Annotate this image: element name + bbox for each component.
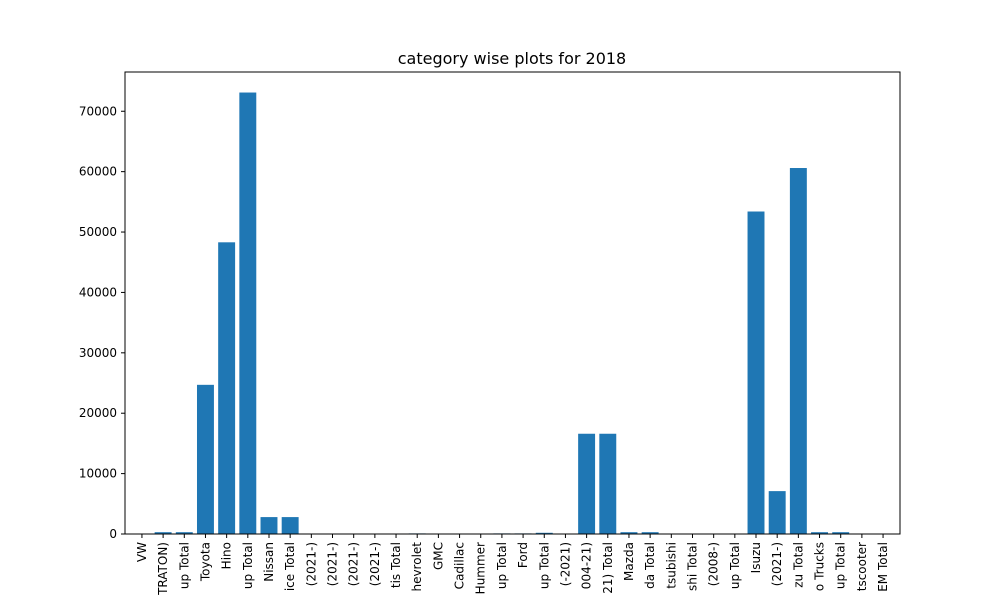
bar-32	[811, 532, 829, 534]
x-tick-label-1: TRATON)	[156, 542, 170, 596]
x-tick-label-35: EM Total	[876, 542, 890, 592]
y-tick-label-6: 60000	[79, 165, 117, 179]
x-tick-label-7: ice Total	[283, 542, 297, 591]
x-tick-label-8: (2021-)	[304, 542, 318, 586]
bar-21	[578, 433, 596, 534]
bar-22	[599, 433, 617, 534]
x-tick-label-12: tis Total	[389, 542, 403, 588]
bar-4	[218, 242, 236, 534]
x-tick-label-6: Nissan	[262, 542, 276, 582]
x-tick-label-9: (2021-)	[326, 542, 340, 586]
x-tick-label-18: Ford	[516, 542, 530, 568]
x-tick-label-24: da Total	[643, 542, 657, 589]
x-tick-label-19: up Total	[537, 542, 551, 589]
chart-title: category wise plots for 2018	[398, 49, 626, 68]
x-tick-label-34: tscooter	[855, 542, 869, 591]
x-tick-label-29: Isuzu	[749, 542, 763, 573]
bar-30	[768, 491, 786, 534]
x-tick-label-21: 004-21)	[580, 542, 594, 589]
x-tick-label-0: VW	[135, 542, 149, 562]
bar-6	[260, 517, 278, 534]
bar-7	[281, 517, 299, 534]
x-tick-label-4: Hino	[220, 542, 234, 569]
bars-layer	[154, 92, 850, 534]
bar-29	[747, 211, 765, 534]
x-tick-label-22: 21) Total	[601, 542, 615, 594]
bar-33	[832, 532, 850, 534]
y-tick-label-5: 50000	[79, 225, 117, 239]
x-tick-label-3: Toyota	[198, 542, 212, 582]
x-tick-label-23: Mazda	[622, 542, 636, 581]
x-tick-label-16: Hummer	[474, 542, 488, 594]
y-tick-label-3: 30000	[79, 346, 117, 360]
y-tick-label-4: 40000	[79, 285, 117, 299]
y-tick-label-7: 70000	[79, 104, 117, 118]
bar-2	[175, 532, 193, 534]
y-tick-label-2: 20000	[79, 406, 117, 420]
y-tick-label-0: 0	[109, 527, 117, 541]
x-tick-label-15: Cadillac	[453, 542, 467, 589]
bar-3	[196, 384, 214, 534]
x-tick-label-27: (2008-)	[707, 542, 721, 586]
x-tick-label-20: (-2021)	[558, 542, 572, 586]
x-tick-label-33: up Total	[834, 542, 848, 589]
x-tick-label-25: tsubishi	[664, 542, 678, 589]
x-tick-label-32: o Trucks	[813, 542, 827, 591]
x-tick-label-30: (2021-)	[770, 542, 784, 586]
y-axis: 0 10000 20000 30000 40000 50000 60000 70000	[79, 104, 125, 541]
x-tick-label-5: up Total	[241, 542, 255, 589]
x-tick-label-13: hevrolet	[410, 542, 424, 592]
bar-19	[535, 532, 553, 534]
x-tick-label-17: up Total	[495, 542, 509, 589]
y-tick-label-1: 10000	[79, 467, 117, 481]
x-tick-label-10: (2021-)	[347, 542, 361, 586]
bar-1	[154, 532, 172, 534]
x-axis: VW TRATON) up Total Toyota Hino up Total Nissa…	[135, 534, 890, 596]
x-tick-label-11: (2021-)	[368, 542, 382, 586]
x-tick-label-28: up Total	[728, 542, 742, 589]
x-tick-label-26: shi Total	[685, 542, 699, 591]
bar-5	[239, 92, 257, 534]
bar-24	[641, 532, 659, 534]
bar-23	[620, 532, 638, 534]
plot-frame	[124, 71, 901, 535]
bar-31	[789, 168, 807, 534]
x-tick-label-2: up Total	[177, 542, 191, 589]
x-tick-label-31: zu Total	[791, 542, 805, 588]
x-tick-label-14: GMC	[431, 542, 445, 570]
